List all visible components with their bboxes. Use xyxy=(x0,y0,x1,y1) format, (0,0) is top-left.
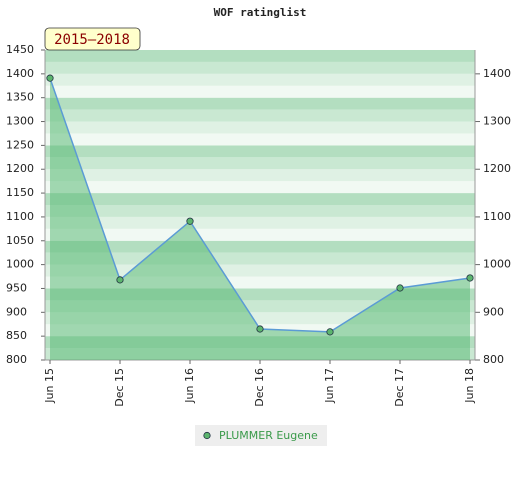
background-band xyxy=(45,252,475,265)
background-band xyxy=(45,121,475,134)
x-tick-label: Jun 18 xyxy=(463,368,476,404)
badge-box xyxy=(44,27,141,51)
y-tick-label: 1450 xyxy=(6,43,34,56)
x-tick-label: Jun 16 xyxy=(183,368,196,404)
legend-marker xyxy=(203,431,211,440)
marker xyxy=(116,276,124,284)
x-tick-label: Dec 15 xyxy=(113,368,126,407)
x-tick-label: Dec 16 xyxy=(253,368,266,407)
x-tick-label: Jun 17 xyxy=(323,368,336,404)
background-band xyxy=(45,240,475,253)
background-band xyxy=(45,145,475,158)
y-tick-label: 1000 xyxy=(6,258,34,271)
y-tick-label: 1050 xyxy=(6,234,34,247)
background-band xyxy=(45,300,475,313)
y2-tick-label: 800 xyxy=(483,353,504,366)
background-band xyxy=(45,181,475,194)
marker xyxy=(186,217,194,225)
background-band xyxy=(45,50,475,62)
area xyxy=(50,78,470,360)
y-tick-label: 1100 xyxy=(6,210,34,223)
legend-label: PLUMMER Eugene xyxy=(219,429,318,442)
background-band xyxy=(45,97,475,110)
y2-tick-label: 1400 xyxy=(483,67,511,80)
background-band xyxy=(45,85,475,98)
background-band xyxy=(45,216,475,229)
background-band xyxy=(45,264,475,277)
marker xyxy=(256,325,264,333)
background-band xyxy=(45,157,475,170)
y2-tick-label: 900 xyxy=(483,305,504,318)
background-band xyxy=(45,288,475,301)
background-band xyxy=(45,61,475,74)
y-tick-label: 1300 xyxy=(6,115,34,128)
background-band xyxy=(45,205,475,217)
y-tick-label: 1250 xyxy=(6,138,34,151)
background-band xyxy=(45,276,475,289)
y-tick-label: 1350 xyxy=(6,91,34,104)
y-tick-label: 900 xyxy=(6,305,27,318)
y-tick-label: 1200 xyxy=(6,162,34,175)
background-band xyxy=(45,312,475,325)
x-tick-label: Jun 15 xyxy=(43,368,56,404)
y-tick-label: 1150 xyxy=(6,186,34,199)
marker xyxy=(46,74,54,82)
background-band xyxy=(45,73,475,86)
y-tick-label: 800 xyxy=(6,353,27,366)
y2-tick-label: 1300 xyxy=(483,115,511,128)
legend-box xyxy=(195,425,327,446)
y2-tick-label: 1200 xyxy=(483,162,511,175)
background-band xyxy=(45,109,475,122)
marker xyxy=(326,328,334,336)
y2-tick-label: 1000 xyxy=(483,258,511,271)
marker xyxy=(396,284,404,292)
background-band xyxy=(45,228,475,241)
x-tick-label: Dec 17 xyxy=(393,368,406,407)
marker xyxy=(466,274,474,282)
background-band xyxy=(45,169,475,182)
chart-title: WOF ratinglist xyxy=(214,6,307,19)
y-tick-label: 950 xyxy=(6,281,27,294)
background-band xyxy=(45,133,475,146)
y-tick-label: 1400 xyxy=(6,67,34,80)
background-band xyxy=(45,193,475,205)
y2-tick-label: 1100 xyxy=(483,210,511,223)
badge: 2015–2018 xyxy=(54,32,130,48)
y-tick-label: 850 xyxy=(6,329,27,342)
